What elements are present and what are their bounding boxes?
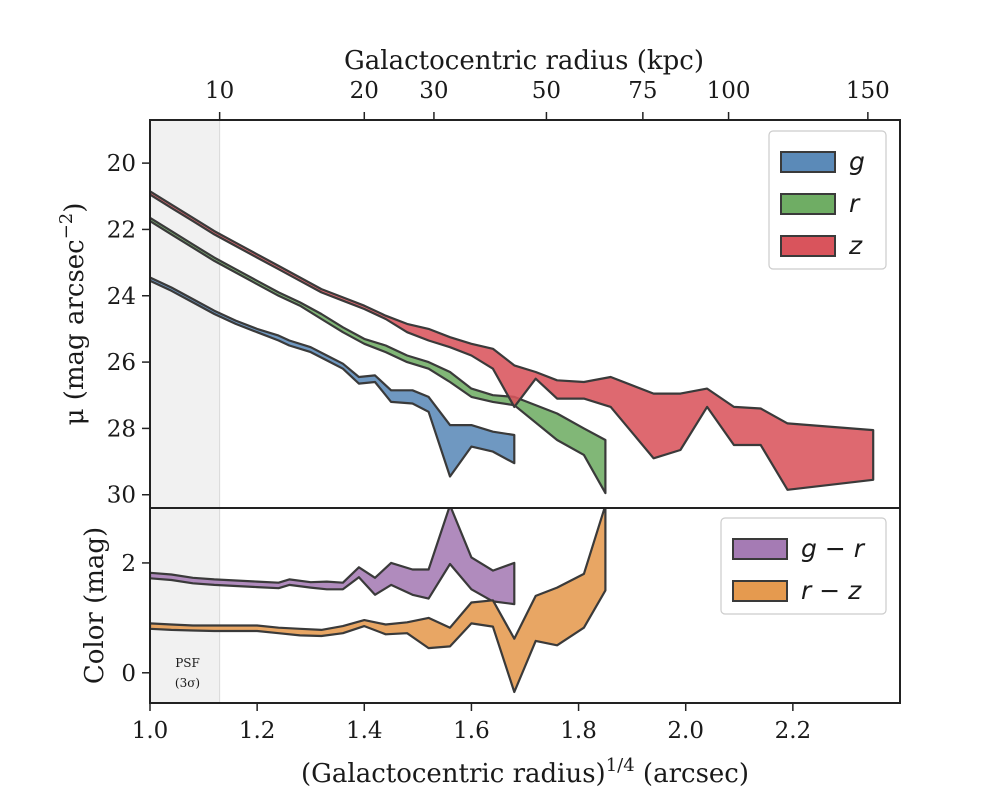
x-axis-title-suffix: (arcsec)	[635, 759, 749, 789]
legend-surface-brightness: grz	[768, 130, 887, 270]
y-tick-label-top: 22	[107, 217, 136, 243]
psf-sigma-label: (3σ)	[175, 676, 200, 690]
x-tick-label: 1.4	[346, 718, 383, 744]
legend-swatch-gr	[732, 538, 788, 560]
legend-label-rz: r − z	[801, 576, 862, 605]
legend-label-g: g	[849, 147, 865, 176]
y-axis-title-surface-brightness: μ (mag arcsec−2)	[56, 203, 90, 426]
legend-swatch-g	[780, 151, 836, 173]
top-x-tick-label: 10	[205, 78, 234, 104]
y-tick-label-top: 28	[107, 416, 136, 442]
top-x-tick-label: 100	[707, 78, 751, 104]
top-x-axis-title: Galactocentric radius (kpc)	[344, 46, 704, 76]
top-x-tick-label: 30	[419, 78, 448, 104]
y-tick-label-bottom: 2	[121, 551, 136, 577]
y-tick-label-top: 26	[107, 350, 136, 376]
top-x-tick-label: 20	[350, 78, 379, 104]
band-z	[150, 190, 875, 491]
y-axis-title-color: Color (mag)	[80, 527, 110, 684]
y-axis-title-top-main: μ (mag arcsec	[60, 239, 90, 425]
x-tick-label: 1.2	[239, 718, 276, 744]
legend-color: g − r r − z	[720, 517, 887, 615]
legend-label-gr: g − r	[801, 534, 866, 563]
x-tick-label: 1.8	[560, 718, 597, 744]
axis-ticks: 1.0 1.2 1.4 1.6 1.8 2.0 2.210 20 30 50 75 100 150202…	[107, 78, 890, 744]
x-tick-label: 2.0	[667, 718, 704, 744]
surface-brightness-bands	[150, 190, 875, 495]
bottom-panel-frame	[149, 507, 901, 704]
band-gr	[150, 508, 516, 606]
legend-label-r: r	[849, 189, 861, 218]
psf-region-top	[150, 120, 220, 508]
x-axis-title-main: (Galactocentric radius)	[301, 759, 606, 789]
y-axis-title-top-suffix: )	[60, 203, 90, 213]
band-r	[150, 216, 607, 495]
x-axis-title-superscript: 1/4	[606, 755, 635, 776]
legend-swatch-r	[780, 193, 836, 215]
top-x-tick-label: 50	[532, 78, 561, 104]
y-tick-label-top: 24	[107, 284, 136, 310]
y-tick-label-top: 20	[107, 151, 136, 177]
psf-label: PSF	[175, 656, 200, 670]
y-tick-label-top: 30	[107, 483, 136, 509]
x-tick-label: 2.2	[775, 718, 812, 744]
band-g	[150, 276, 516, 478]
band-rz	[150, 508, 607, 694]
x-axis-title: (Galactocentric radius)1/4 (arcsec)	[301, 755, 749, 789]
legend-swatch-z	[780, 235, 836, 257]
y-axis-title-top-superscript: −2	[56, 213, 77, 240]
legend-swatch-rz	[732, 580, 788, 602]
top-x-tick-label: 150	[846, 78, 890, 104]
psf-region-bottom	[150, 508, 220, 703]
color-bands	[150, 508, 607, 694]
top-x-tick-label: 75	[628, 78, 657, 104]
x-tick-label: 1.0	[132, 718, 169, 744]
y-tick-label-bottom: 0	[121, 661, 136, 687]
legend-label-z: z	[848, 231, 863, 260]
x-tick-label: 1.6	[453, 718, 490, 744]
